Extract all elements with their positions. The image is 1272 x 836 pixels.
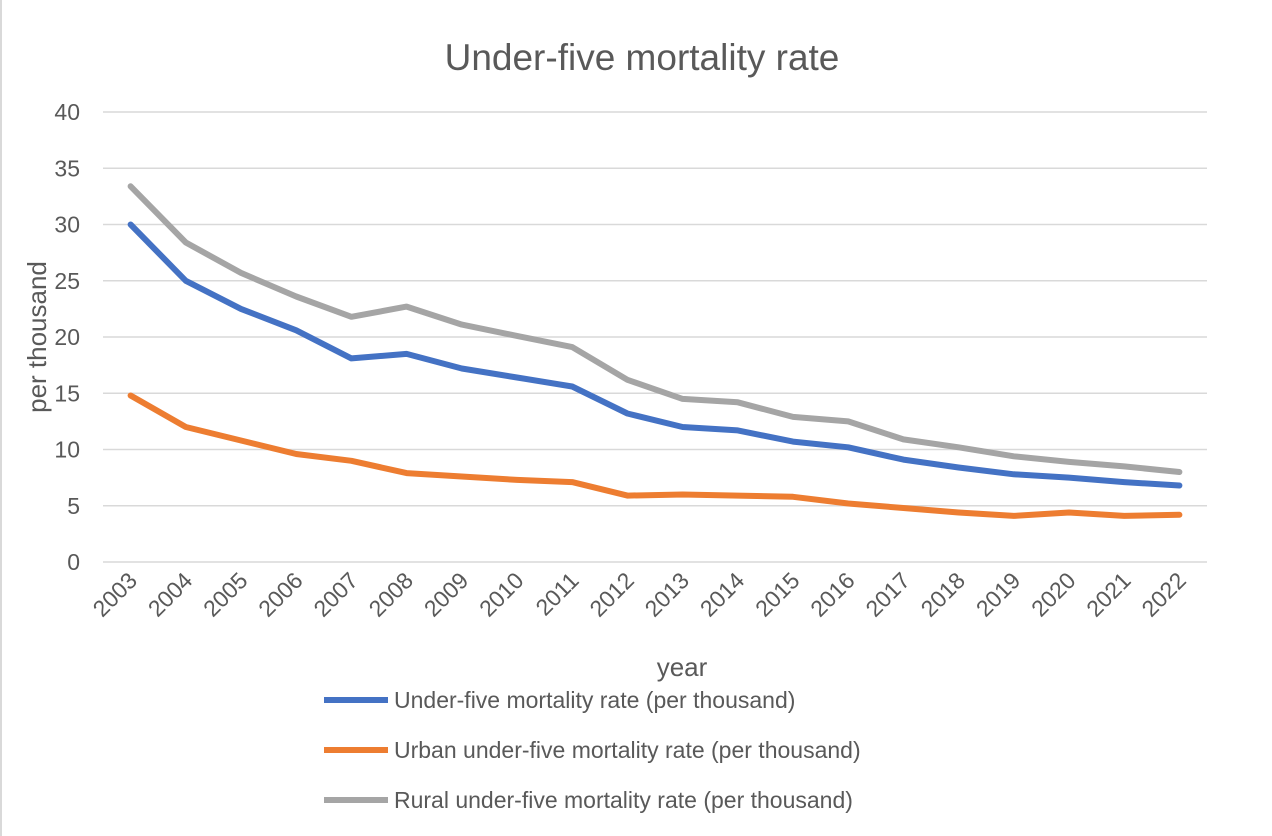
x-tick-label: 2018 — [916, 567, 971, 622]
x-tick-label: 2008 — [364, 567, 419, 622]
y-tick-label: 20 — [54, 324, 80, 350]
legend-label: Under-five mortality rate (per thousand) — [394, 687, 795, 713]
x-tick-label: 2012 — [584, 567, 639, 622]
x-tick-label: 2019 — [971, 567, 1026, 622]
series-line-2 — [127, 183, 1183, 475]
legend-item-2: Rural under-five mortality rate (per tho… — [324, 787, 853, 813]
y-tick-label: 5 — [67, 493, 80, 519]
x-tick-label: 2007 — [308, 567, 363, 622]
series-lines — [127, 183, 1183, 519]
x-tick-label: 2009 — [419, 567, 474, 622]
legend-item-1: Urban under-five mortality rate (per tho… — [324, 737, 861, 763]
y-tick-label: 40 — [54, 99, 80, 125]
x-tick-label: 2015 — [750, 567, 805, 622]
x-tick-label: 2020 — [1026, 567, 1081, 622]
y-tick-label: 25 — [54, 268, 80, 294]
x-tick-label: 2005 — [198, 567, 253, 622]
x-tick-label: 2011 — [530, 567, 583, 620]
series-line-0 — [127, 221, 1183, 489]
x-tick-label: 2017 — [860, 567, 915, 622]
legend-label: Urban under-five mortality rate (per tho… — [394, 737, 861, 763]
legend-item-0: Under-five mortality rate (per thousand) — [324, 687, 795, 713]
y-axis-title: per thousand — [22, 261, 52, 413]
x-tick-label: 2022 — [1136, 567, 1191, 622]
x-tick-label: 2006 — [253, 567, 308, 622]
x-axis-title: year — [657, 652, 708, 682]
y-tick-label: 15 — [54, 380, 80, 406]
y-tick-label: 30 — [54, 212, 80, 238]
x-axis-ticks: 2003 2004 2005 2006 2007 2008 2009 2010 2011 2012… — [88, 567, 1191, 622]
x-tick-label: 2003 — [88, 567, 143, 622]
chart-title: Under-five mortality rate — [445, 37, 840, 78]
x-tick-label: 2010 — [474, 567, 529, 622]
x-tick-label: 2016 — [805, 567, 860, 622]
x-tick-label: 2021 — [1081, 567, 1136, 622]
series-line-1 — [127, 392, 1183, 519]
y-tick-label: 10 — [54, 437, 80, 463]
legend-label: Rural under-five mortality rate (per tho… — [394, 787, 853, 813]
y-axis-ticks: 0 5 10 15 20 25 30 35 40 — [54, 99, 80, 575]
y-tick-label: 0 — [67, 549, 80, 575]
x-tick-label: 2004 — [143, 567, 198, 622]
y-tick-label: 35 — [54, 155, 80, 181]
legend: Under-five mortality rate (per thousand)… — [324, 687, 861, 813]
x-tick-label: 2014 — [695, 567, 750, 622]
x-tick-label: 2013 — [640, 567, 695, 622]
